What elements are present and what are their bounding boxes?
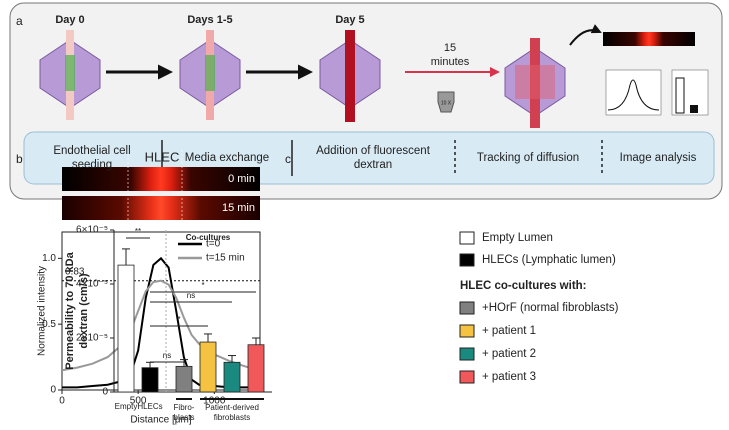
panel-letter: a <box>16 14 23 28</box>
plot-frame <box>61 231 261 391</box>
legend-label: t=0 <box>206 239 221 250</box>
x-tick-label: HLECs <box>137 402 162 411</box>
bar <box>175 365 193 393</box>
significance-label: ns <box>187 291 195 300</box>
x-tick-label: 500 <box>130 396 147 407</box>
day-label: Days 1-5 <box>187 14 232 26</box>
group-label: Patient-derived <box>205 403 259 412</box>
y-tick-label: 0 <box>102 387 108 398</box>
mini-bar <box>675 77 685 114</box>
mini-plot <box>605 69 662 116</box>
panel-letter: b <box>16 152 23 166</box>
wait-label: minutes <box>431 56 470 68</box>
y-axis-label: Normalized intensity <box>37 266 48 356</box>
line-series <box>61 279 261 372</box>
legend-label: + patient 3 <box>482 371 536 383</box>
y-tick-label: 0.5 <box>42 319 56 330</box>
wait-label: 15 <box>444 42 456 54</box>
step-label: dextran <box>354 159 392 171</box>
chart-title: HLEC <box>145 149 180 164</box>
y-axis-label: dextran (cm/s) <box>78 273 90 349</box>
legend-label: + patient 1 <box>482 325 536 337</box>
y-tick-label: 2×10⁻⁵ <box>76 333 108 344</box>
group-label: Fibro- <box>174 403 195 412</box>
x-tick-label: Empty <box>115 402 138 411</box>
significance-label: * <box>177 315 180 324</box>
day-label: Day 5 <box>335 14 364 26</box>
y-axis-label: Permeability to 70 kDa <box>64 251 76 369</box>
x-axis-label: Distance [μm] <box>130 415 192 426</box>
x-tick-label: 1000 <box>203 396 226 407</box>
legend-heading: HLEC co-cultures with: <box>460 280 587 292</box>
legend-label: +HOrF (normal fibroblasts) <box>482 302 619 314</box>
bar <box>199 341 217 393</box>
legend-swatch <box>459 301 475 315</box>
group-label: blasts <box>174 413 195 422</box>
arrow <box>569 24 602 46</box>
step-label: Endothelial cell <box>53 145 130 157</box>
chip <box>39 30 101 120</box>
bar <box>141 367 159 393</box>
group-label: fibroblasts <box>214 413 250 422</box>
step-label: Media exchange <box>185 152 269 164</box>
reference-label: 0.83 <box>65 266 85 277</box>
y-tick-label: 6×10⁻⁵ <box>76 225 108 236</box>
chip <box>504 38 566 128</box>
chip <box>179 30 241 120</box>
mini-bar <box>690 105 698 113</box>
y-tick-label: 1.0 <box>42 253 56 264</box>
bar <box>117 264 135 393</box>
significance-label: ** <box>135 227 141 236</box>
step-label: Addition of fluorescent <box>316 145 431 157</box>
legend-swatch <box>459 347 475 361</box>
strip-label: 15 min <box>222 202 255 214</box>
legend-swatch <box>459 253 475 267</box>
significance-label: ns <box>163 351 171 360</box>
panel-letter: c <box>285 152 291 166</box>
legend-label: + patient 2 <box>482 348 536 360</box>
image-strip <box>62 167 260 191</box>
image-strip <box>603 32 695 46</box>
significance-label: * <box>201 281 204 290</box>
strip-label: 0 min <box>228 173 255 185</box>
legend-label: t=15 min <box>206 253 245 264</box>
image-strip <box>62 196 260 220</box>
y-tick-label: 4×10⁻⁵ <box>76 279 108 290</box>
legend-label: Empty Lumen <box>482 232 553 244</box>
step-label: seeding <box>72 159 112 171</box>
bar <box>223 361 241 393</box>
mini-curve <box>607 79 660 111</box>
region-label: Co-cultures <box>186 233 231 242</box>
day-label: Day 0 <box>55 14 84 26</box>
legend-swatch <box>459 231 475 245</box>
bar <box>247 344 265 393</box>
legend-swatch <box>459 370 475 384</box>
microscope <box>437 91 455 113</box>
legend-label: HLECs (Lymphatic lumen) <box>482 254 616 266</box>
step-label: Image analysis <box>620 152 697 164</box>
step-label: Tracking of diffusion <box>477 152 579 164</box>
legend-swatch <box>459 324 475 338</box>
chip <box>319 30 381 122</box>
y-tick-label: 0 <box>50 385 56 396</box>
x-tick-label: 0 <box>59 396 65 407</box>
objective-label: 10 X <box>441 100 452 106</box>
